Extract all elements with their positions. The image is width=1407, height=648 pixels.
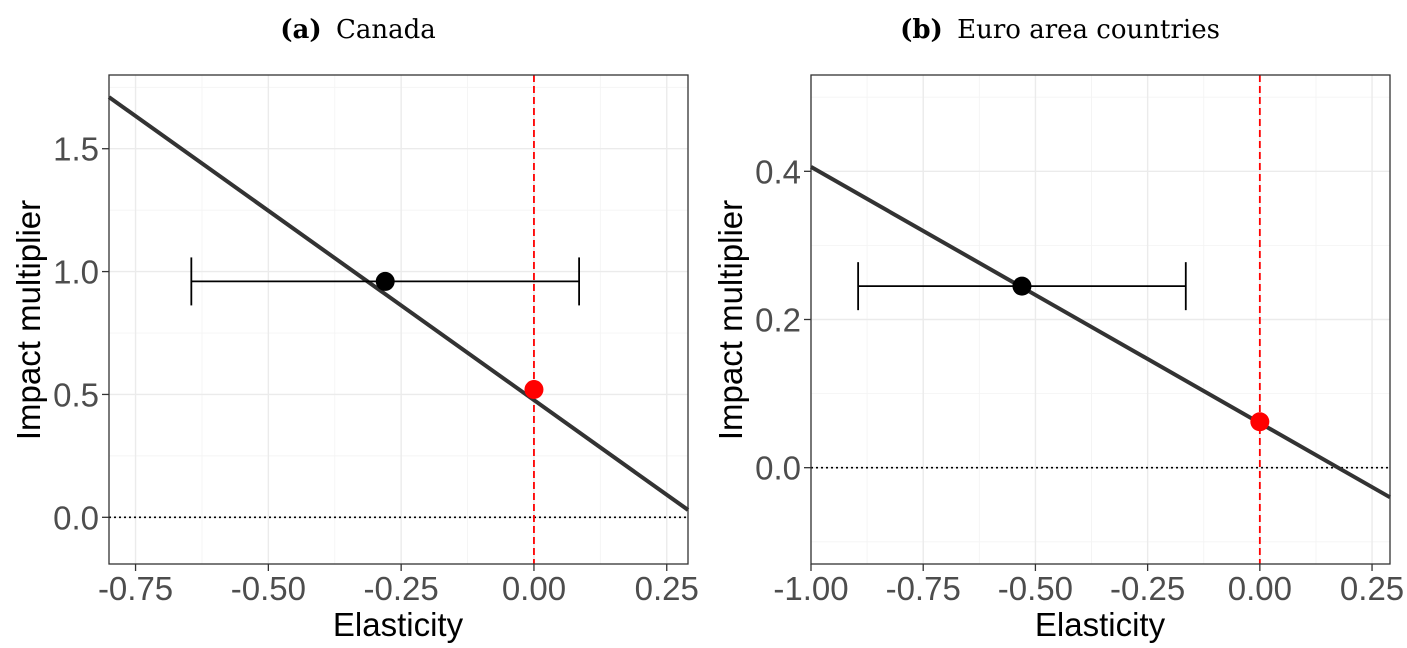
- panel-title-tag: (a): [280, 15, 321, 45]
- y-tick-label: 0.4: [755, 153, 801, 190]
- panel-title: (a) Canada: [280, 15, 436, 45]
- x-axis-title: Elasticity: [333, 606, 464, 643]
- multiplier-line: [107, 95, 690, 512]
- x-tick-label: -0.50: [998, 570, 1073, 607]
- x-tick-label: -0.75: [98, 570, 173, 607]
- estimate-point: [375, 271, 395, 291]
- panel-title-text: Canada: [336, 15, 436, 45]
- chart-panel-euro-area: (b) Euro area countries -1.00 -0.75 -0.50-…: [712, 15, 1404, 643]
- x-tick-label: 0.00: [502, 570, 566, 607]
- y-axis-title: Impact multiplier: [10, 200, 47, 440]
- y-tick-label: 1.0: [53, 254, 99, 291]
- panel-title-tag: (b): [900, 15, 943, 45]
- y-tick-label: 0.0: [755, 450, 801, 487]
- panel-border: [108, 74, 689, 565]
- zero-elasticity-point: [524, 380, 544, 400]
- y-tick-label: 0.5: [53, 376, 99, 413]
- chart-panel-canada: (a) Canada -0.75 -0.50 -0.25 0.00 0.25 0.0 0.5…: [10, 15, 699, 643]
- zero-elasticity-point: [1250, 412, 1270, 432]
- x-tick-label: -0.25: [1110, 570, 1185, 607]
- x-tick-label: 0.00: [1228, 570, 1292, 607]
- y-axis-title: Impact multiplier: [712, 200, 749, 440]
- x-tick-label: 0.25: [1340, 570, 1404, 607]
- multiplier-line: [810, 165, 1391, 500]
- y-tick-label: 0.0: [53, 499, 99, 536]
- estimate-point: [1012, 276, 1032, 296]
- x-tick-label: -1.00: [773, 570, 848, 607]
- panel-title: (b) Euro area countries: [900, 15, 1220, 45]
- x-axis-title: Elasticity: [1035, 606, 1166, 643]
- x-tick-label: -0.50: [231, 570, 306, 607]
- x-tick-label: -0.75: [886, 570, 961, 607]
- x-tick-label: -0.25: [364, 570, 439, 607]
- panel-title-text: Euro area countries: [957, 15, 1220, 45]
- x-tick-label: 0.25: [635, 570, 699, 607]
- y-tick-label: 1.5: [53, 131, 99, 168]
- y-tick-label: 0.2: [755, 302, 801, 339]
